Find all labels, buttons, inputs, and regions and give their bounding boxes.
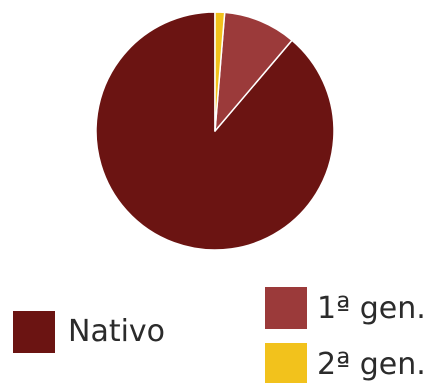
legend-label-nativo: Nativo	[68, 314, 165, 349]
legend-swatch-2a-gen	[265, 343, 307, 383]
pie-slice-2-gen	[214, 11, 226, 132]
legend-label-2a-gen: 2ª gen.	[317, 347, 426, 382]
pie-slice-1-gen	[214, 11, 293, 132]
legend-item-nativo: Nativo	[13, 311, 165, 353]
legend-item-2a-gen: 2ª gen.	[265, 343, 426, 383]
pie-slices	[95, 11, 335, 251]
legend-swatch-nativo	[13, 311, 55, 353]
legend-item-1a-gen: 1ª gen.	[265, 287, 426, 329]
legend-swatch-1a-gen	[265, 287, 307, 329]
legend-label-1a-gen: 1ª gen.	[317, 291, 426, 326]
legend: Nativo 1ª gen. 2ª gen.	[13, 287, 426, 383]
